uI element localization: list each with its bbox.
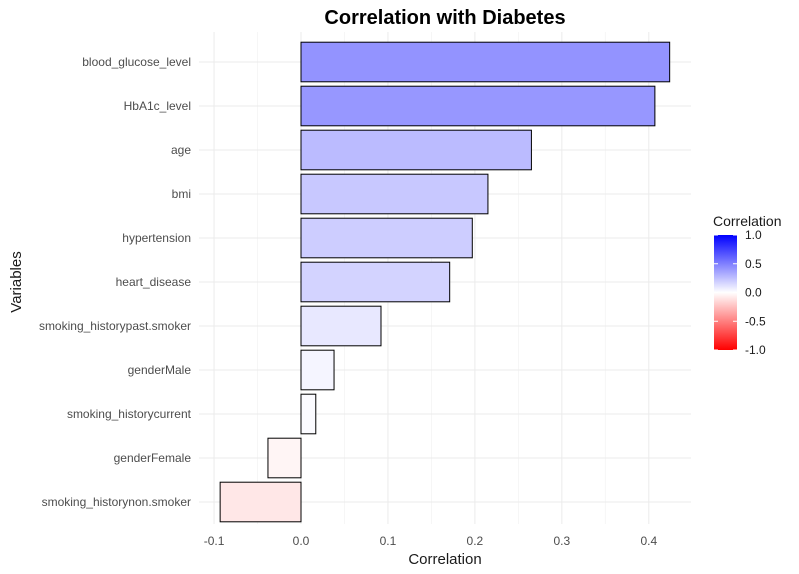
y-tick-label: genderMale: [128, 363, 192, 377]
y-tick-label: heart_disease: [116, 275, 192, 289]
legend-tick-label: -1.0: [745, 343, 766, 357]
x-tick-label: 0.4: [640, 534, 657, 548]
x-tick-label: 0.1: [380, 534, 397, 548]
legend-tick-label: 0.5: [745, 257, 762, 271]
legend-tick-label: -0.5: [745, 314, 766, 328]
legend-tick-label: 0.0: [745, 286, 762, 300]
bars: [219, 41, 671, 523]
legend-title: Correlation: [713, 213, 781, 229]
bar: [300, 129, 532, 171]
legend-ticks: 1.0 0.5 0.0 -0.5 -1.0: [714, 228, 766, 357]
legend: Correlation 1.0 0.5 0.0 -0.5 -1.0: [713, 213, 781, 357]
y-tick-label: smoking_historynon.smoker: [42, 495, 191, 509]
y-tick-label: genderFemale: [114, 451, 192, 465]
y-tick-label: smoking_historypast.smoker: [39, 319, 191, 333]
legend-color-bar: [714, 235, 737, 350]
bar: [300, 85, 656, 127]
x-tick-label: -0.1: [204, 534, 225, 548]
chart-title: Correlation with Diabetes: [324, 7, 565, 29]
bar: [300, 349, 335, 391]
x-tick-labels: -0.1 0.0 0.1 0.2 0.3 0.4: [204, 534, 658, 548]
x-tick-label: 0.0: [293, 534, 310, 548]
x-tick-label: 0.3: [554, 534, 571, 548]
y-tick-label: hypertension: [122, 231, 191, 245]
x-axis-title: Correlation: [408, 551, 481, 568]
bar: [300, 261, 451, 303]
legend-tick-label: 1.0: [745, 228, 762, 242]
y-tick-label: smoking_historycurrent: [67, 407, 192, 421]
x-tick-label: 0.2: [467, 534, 484, 548]
y-tick-label: HbA1c_level: [124, 99, 191, 113]
bar: [300, 217, 473, 259]
bar: [300, 173, 489, 215]
y-tick-label: bmi: [172, 187, 191, 201]
bar: [300, 305, 382, 347]
y-axis-title: Variables: [8, 251, 25, 312]
bar: [267, 437, 302, 479]
bar: [300, 41, 671, 83]
y-tick-label: blood_glucose_level: [82, 55, 191, 69]
y-tick-label: age: [171, 143, 191, 157]
bar: [219, 481, 302, 523]
bar: [300, 393, 317, 435]
